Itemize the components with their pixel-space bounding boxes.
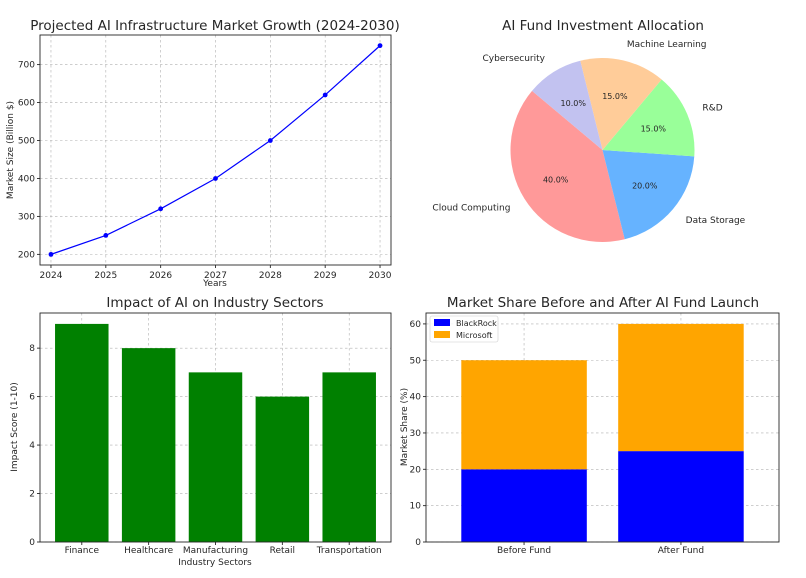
x-tick-label: After Fund (658, 546, 704, 556)
chart-title: AI Fund Investment Allocation (502, 18, 704, 34)
pie-pct-label: 10.0% (561, 99, 587, 108)
y-axis-label: Impact Score (1-10) (10, 382, 20, 472)
pie-label: Machine Learning (627, 40, 707, 50)
x-tick-label: Retail (270, 546, 295, 556)
x-tick-label: 2025 (94, 271, 117, 281)
y-tick-label: 50 (410, 356, 422, 366)
plot-area-frame (425, 312, 780, 543)
pie-slice (602, 79, 695, 157)
x-tick-label: 2024 (40, 271, 63, 281)
legend-swatch-microsoft (434, 331, 450, 338)
legend-label-microsoft: Microsoft (456, 331, 492, 340)
axis-ticks: 2024 2025 2026 2027 2028 2029 2030 200 300 400 500… (18, 61, 392, 281)
pie-label: Cloud Computing (432, 204, 510, 214)
pie-pct-label: 40.0% (543, 175, 569, 184)
pie-slice (580, 57, 662, 150)
x-tick-label: 2027 (204, 271, 227, 281)
data-point (48, 251, 54, 257)
y-tick-label: 30 (410, 429, 422, 439)
data-point (267, 138, 273, 143)
bar-segment-blackrock (618, 451, 744, 542)
pie-labels: Cloud Computing 40.0% Data Storage 20.0% R&D… (432, 40, 745, 226)
bar-segment-microsoft (618, 323, 744, 452)
data-point (377, 43, 383, 49)
y-tick-label: 700 (18, 61, 35, 71)
pie-pct-label: 20.0% (632, 181, 658, 190)
bar (121, 348, 176, 542)
y-tick-label: 8 (29, 344, 35, 354)
y-tick-label: 40 (410, 393, 422, 403)
pie-label: Cybersecurity (482, 54, 545, 64)
legend-swatch-blackrock (434, 319, 450, 326)
chart-title: Impact of AI on Industry Sectors (106, 295, 323, 311)
y-tick-label: 300 (18, 212, 35, 222)
x-tick-label: 2029 (314, 271, 337, 281)
axis-ticks: 0 10 20 30 40 50 60 Before Fund After Fund (410, 320, 705, 556)
pie-pct-label: 15.0% (602, 92, 628, 101)
y-axis-label: Market Size (Billion $) (6, 101, 16, 199)
grid (40, 35, 391, 265)
pie-pct-label: 15.0% (641, 124, 667, 133)
series-points (48, 43, 383, 257)
chart-market-growth: Projected AI Infrastructure Market Growt… (6, 18, 400, 289)
y-tick-label: 2 (29, 490, 35, 500)
y-tick-label: 0 (29, 538, 35, 548)
x-axis-label: Years (202, 279, 227, 289)
x-axis-label: Industry Sectors (178, 558, 252, 568)
y-tick-label: 60 (410, 320, 422, 330)
pie-slice (532, 60, 603, 151)
y-tick-label: 200 (18, 250, 35, 260)
x-tick-label: 2030 (369, 271, 392, 281)
y-axis-label: Market Share (%) (400, 388, 410, 466)
bar (55, 323, 109, 542)
pie-slices (510, 57, 695, 243)
chart-industry-impact: Impact of AI on Industry Sectors 0 2 4 6 8 Fi… (10, 295, 392, 568)
y-tick-label: 10 (410, 502, 422, 512)
pie-slice (602, 150, 695, 240)
bar (255, 396, 310, 542)
axis-ticks: 0 2 4 6 8 Finance Healthcare Manufacturing Retai… (29, 344, 381, 556)
bar (188, 372, 243, 542)
bar-segment-blackrock (461, 469, 587, 542)
x-tick-label: Manufacturing (183, 546, 248, 556)
x-tick-label: 2026 (149, 271, 172, 281)
pie-label: R&D (702, 104, 722, 114)
stacked-bars (461, 323, 744, 542)
data-point (322, 92, 328, 98)
y-tick-label: 500 (18, 137, 35, 147)
chart-title: Market Share Before and After AI Fund La… (447, 295, 759, 311)
legend-label-blackrock: BlackRock (456, 319, 497, 328)
pie-slice (510, 90, 625, 243)
bar-segment-microsoft (461, 360, 587, 470)
y-tick-label: 4 (29, 441, 35, 451)
y-tick-label: 600 (18, 99, 35, 109)
y-tick-label: 6 (29, 393, 35, 403)
chart-title: Projected AI Infrastructure Market Growt… (30, 18, 400, 34)
data-point (158, 206, 164, 212)
y-tick-label: 400 (18, 174, 35, 184)
y-tick-label: 0 (415, 538, 421, 548)
legend: BlackRock Microsoft (429, 315, 499, 343)
x-tick-label: Healthcare (124, 546, 174, 556)
bars (55, 323, 376, 542)
data-point (103, 232, 109, 238)
x-tick-label: 2028 (259, 271, 282, 281)
chart-fund-allocation: AI Fund Investment Allocation Cloud Comp… (432, 18, 746, 243)
x-tick-label: Transportation (316, 546, 382, 556)
chart-market-share: Market Share Before and After AI Fund La… (400, 295, 780, 556)
x-tick-label: Before Fund (497, 546, 551, 556)
x-tick-label: Finance (65, 546, 100, 556)
data-point (213, 176, 218, 181)
bar (322, 372, 376, 542)
pie-label: Data Storage (686, 216, 746, 226)
y-tick-label: 20 (410, 465, 422, 475)
